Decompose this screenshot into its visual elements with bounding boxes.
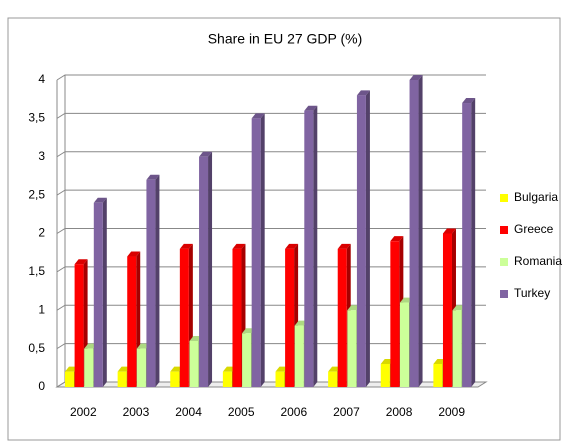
bar: [93, 197, 107, 387]
bar-front: [442, 233, 452, 387]
y-tick-label: 2: [38, 226, 45, 240]
bar-front: [146, 179, 156, 387]
bar-top: [251, 113, 265, 119]
bar-front: [433, 363, 443, 387]
bar-front: [65, 371, 74, 387]
legend-swatch: [500, 258, 508, 266]
bar-front: [251, 118, 261, 387]
bar-front: [304, 110, 314, 387]
bar-front: [275, 371, 285, 387]
bar-top: [304, 105, 318, 111]
legend-label: Greece: [514, 222, 554, 236]
x-tick-label: 2007: [333, 405, 360, 419]
bar: [304, 105, 318, 387]
grid-line: [56, 189, 486, 196]
bar-front: [222, 371, 232, 387]
x-tick-label: 2004: [175, 405, 202, 419]
y-tick-label: 3,5: [28, 111, 45, 125]
bar: [356, 90, 370, 387]
bar-front: [452, 310, 462, 387]
bar: [409, 75, 423, 387]
bar-side: [260, 113, 265, 387]
bar-side: [418, 75, 423, 387]
grid-line: [56, 151, 486, 158]
bar-front: [170, 371, 180, 387]
bar-top: [146, 174, 160, 180]
bar-front: [117, 371, 127, 387]
bar-front: [328, 371, 338, 387]
legend-swatch: [500, 194, 508, 202]
bar-front: [356, 95, 366, 387]
y-tick-label: 1: [38, 302, 45, 316]
y-tick-label: 2,5: [28, 187, 45, 201]
bar-side: [208, 151, 213, 387]
x-tick-label: 2002: [70, 405, 97, 419]
bar-front: [199, 156, 209, 387]
bar: [251, 113, 265, 387]
bar-top: [285, 243, 299, 249]
bar-top: [232, 243, 246, 249]
bar-front: [127, 256, 137, 387]
legend-label: Bulgaria: [514, 190, 558, 204]
chart-title: Share in EU 27 GDP (%): [208, 31, 363, 47]
legend-swatch: [500, 290, 508, 298]
bar-top: [409, 75, 423, 80]
bar-top: [199, 151, 213, 157]
bar-front: [390, 241, 400, 387]
bar: [199, 151, 213, 387]
bar-front: [74, 264, 84, 387]
y-tick-label: 1,5: [28, 264, 45, 278]
y-tick-label: 0,5: [28, 341, 45, 355]
bar-top: [356, 90, 370, 96]
bar-top: [127, 251, 141, 257]
bar-front: [337, 248, 347, 387]
bar-front: [347, 310, 357, 387]
x-tick-label: 2005: [228, 405, 255, 419]
bar-front: [409, 80, 419, 387]
bar: [462, 98, 476, 388]
bar-side: [102, 197, 107, 387]
bar-top: [390, 236, 404, 242]
bar-front: [462, 103, 472, 388]
bar-side: [471, 98, 476, 388]
legend-label: Romania: [514, 254, 562, 268]
bar-top: [337, 243, 351, 249]
x-tick-label: 2006: [280, 405, 307, 419]
y-tick-label: 4: [38, 72, 45, 86]
x-tick-label: 2003: [123, 405, 150, 419]
y-tick-label: 3: [38, 149, 45, 163]
bar-side: [365, 90, 370, 387]
bar-front: [136, 348, 146, 387]
grid-line: [56, 74, 486, 81]
bar-front: [93, 202, 103, 387]
bar-front: [242, 333, 252, 387]
x-tick-label: 2009: [438, 405, 465, 419]
x-tick-label: 2008: [386, 405, 413, 419]
bar-front: [179, 248, 189, 387]
bar-front: [285, 248, 295, 387]
bar: [146, 174, 160, 387]
grid-line: [56, 112, 486, 119]
bar-front: [294, 325, 304, 387]
bar-side: [313, 105, 318, 387]
legend-swatch: [500, 226, 508, 234]
bar-top: [93, 197, 107, 203]
y-tick-label: 0: [38, 379, 45, 393]
legend-label: Turkey: [514, 286, 550, 300]
bar-top: [179, 243, 193, 249]
bar-front: [380, 363, 390, 387]
bar-side: [155, 174, 160, 387]
bar-front: [232, 248, 242, 387]
bar-front: [399, 302, 409, 387]
bar-front: [84, 348, 94, 387]
bar-top: [74, 259, 88, 265]
bar-front: [189, 340, 199, 387]
grid-line: [56, 228, 486, 234]
bar-top: [442, 228, 456, 234]
bar-top: [462, 98, 476, 104]
